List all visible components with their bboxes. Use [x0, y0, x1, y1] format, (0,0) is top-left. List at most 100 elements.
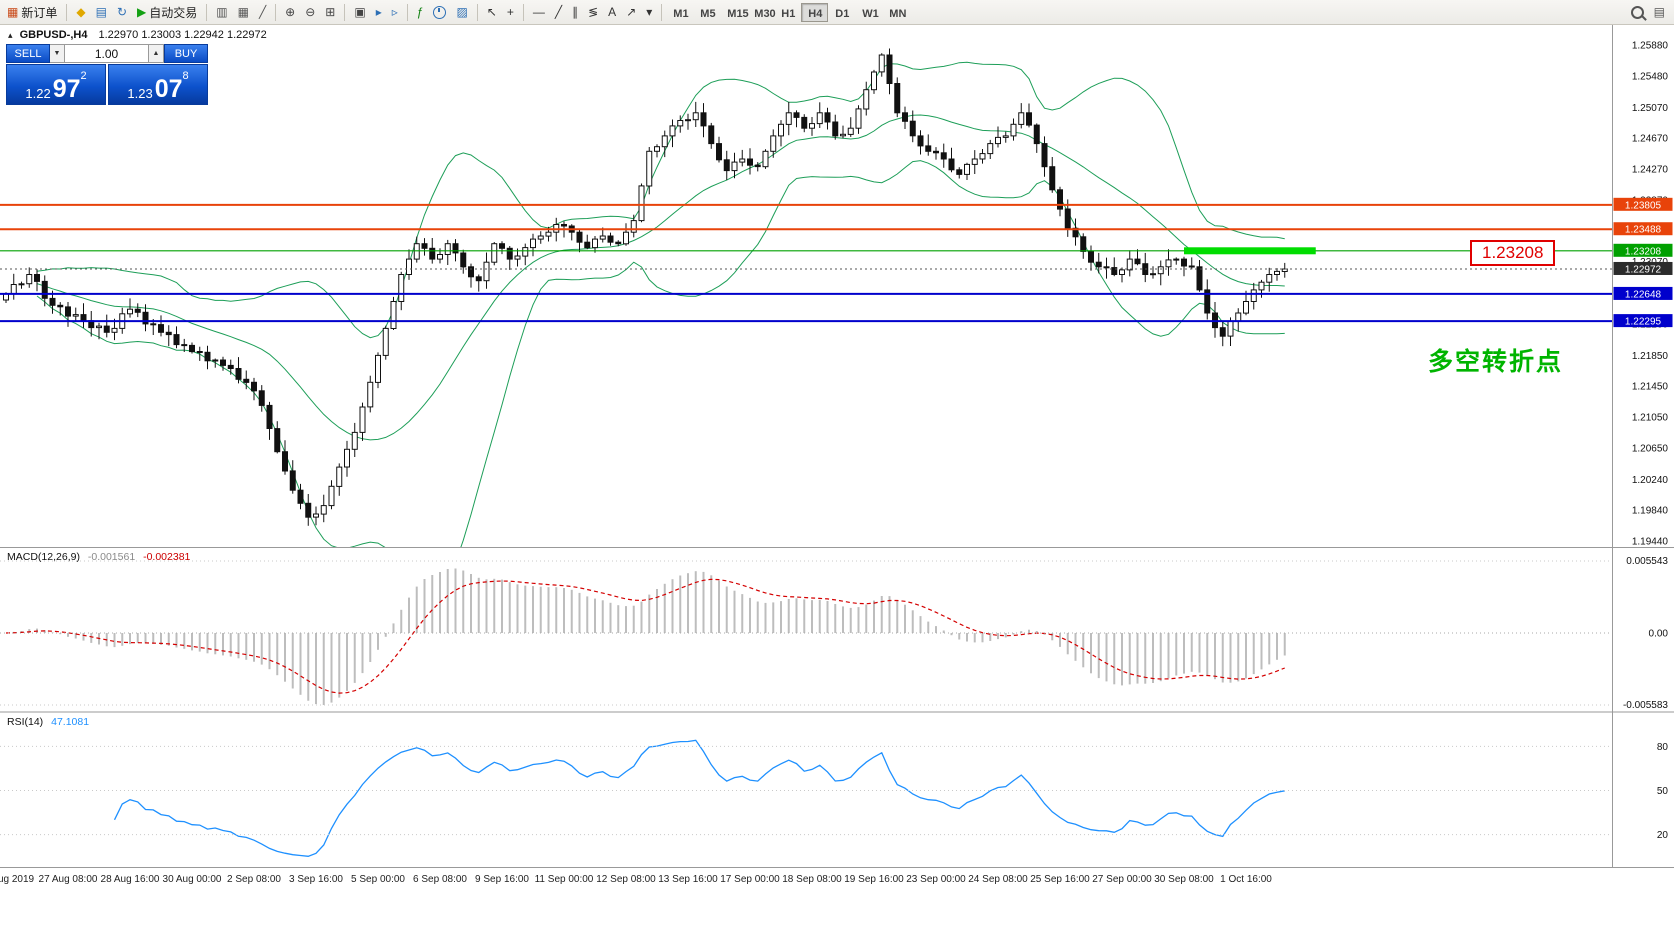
arrow-button[interactable]: ↗	[622, 2, 640, 22]
timeframe-mn-button[interactable]: MN	[882, 3, 909, 22]
svg-text:1.25070: 1.25070	[1632, 103, 1669, 114]
templates-icon: ▨	[456, 5, 468, 19]
toolbar-separator	[206, 3, 208, 21]
price-annotation-box[interactable]: 1.23208	[1470, 240, 1556, 266]
svg-text:27 Sep 00:00: 27 Sep 00:00	[1092, 874, 1152, 885]
svg-text:9 Sep 16:00: 9 Sep 16:00	[475, 874, 529, 885]
svg-text:25 Sep 16:00: 25 Sep 16:00	[1030, 874, 1090, 885]
toolbar-separator	[344, 3, 346, 21]
chart-title-line: ▴ GBPUSD-,H4 1.22970 1.23003 1.22942 1.2…	[8, 29, 267, 41]
svg-text:30 Sep 08:00: 30 Sep 08:00	[1154, 874, 1214, 885]
sell-price-main: 1.22	[25, 86, 51, 101]
market-watch-button[interactable]: ◆	[72, 2, 89, 22]
auto-trading-button[interactable]: ▶ 自动交易	[133, 2, 201, 22]
svg-text:0.00: 0.00	[1649, 629, 1669, 640]
svg-text:6 Sep 08:00: 6 Sep 08:00	[413, 874, 467, 885]
svg-text:1.25880: 1.25880	[1632, 41, 1669, 52]
timeframe-m1-button[interactable]: M1	[666, 3, 693, 22]
sell-price-big: 97	[52, 75, 81, 103]
timeframe-m30-button[interactable]: M30	[747, 3, 775, 22]
channel-button[interactable]: ∥	[568, 2, 582, 22]
auto-scroll-icon: ▸	[375, 5, 382, 19]
toolbar-left: ▦ 新订单 ◆ ▤ ↻ ▶ 自动交易 ▥ ▦ ╱ ⊕ ⊖ ⊞ ▣ ▸ ▹ ƒ ▨ ↖ + — ╱ ∥ ≶ A ↗ ▾ M1 M5 M15 M…	[0, 0, 909, 24]
data-window-button[interactable]: ▤	[92, 2, 111, 22]
toolbar-separator	[406, 3, 408, 21]
svg-text:1.20650: 1.20650	[1632, 443, 1669, 454]
shapes-button[interactable]: ▾	[642, 2, 656, 22]
chart-shift-button[interactable]: ▹	[388, 2, 402, 22]
volume-up-button[interactable]: ▲	[149, 44, 164, 63]
volume-down-button[interactable]: ▼	[50, 44, 65, 63]
svg-text:1.23488: 1.23488	[1625, 225, 1662, 236]
arrow-icon: ↗	[626, 5, 637, 19]
sell-price-button[interactable]: 1.22 97 2	[6, 64, 106, 105]
chart-line-button[interactable]: ╱	[255, 2, 270, 22]
indicators-button[interactable]: ƒ	[413, 2, 428, 22]
toolbar-separator	[522, 3, 524, 21]
zoom-out-icon: ⊖	[305, 5, 316, 19]
auto-trading-button-label: 自动交易	[149, 5, 198, 20]
symbol-label: GBPUSD-,H4	[19, 29, 88, 41]
svg-text:26 Aug 2019: 26 Aug 2019	[0, 874, 35, 885]
zoom-in-button[interactable]: ⊕	[281, 2, 299, 22]
svg-text:28 Aug 16:00: 28 Aug 16:00	[101, 874, 160, 885]
sell-tab[interactable]: SELL	[6, 44, 50, 63]
buy-tab[interactable]: BUY	[164, 44, 208, 63]
text-button[interactable]: A	[604, 2, 620, 22]
tile-windows-button[interactable]: ▣	[350, 2, 369, 22]
svg-text:1.24270: 1.24270	[1632, 165, 1669, 176]
new-order-button[interactable]: ▦ 新订单	[3, 2, 61, 22]
templates-button[interactable]: ▨	[452, 2, 471, 22]
timeframe-h4-button[interactable]: H4	[801, 2, 829, 22]
cursor-button[interactable]: ↖	[483, 2, 501, 22]
chart-bars-button[interactable]: ▥	[212, 2, 231, 22]
new-order-button-label: 新订单	[21, 5, 58, 20]
strategy-tester-button[interactable]: ↻	[113, 2, 131, 22]
periods-button[interactable]	[429, 2, 450, 22]
sell-price-sup: 2	[80, 70, 87, 82]
svg-text:1.20240: 1.20240	[1632, 475, 1669, 486]
timeframe-h1-button[interactable]: H1	[774, 3, 801, 22]
one-click-collapse-icon[interactable]: ▴	[8, 30, 13, 40]
timeframe-w1-button[interactable]: W1	[855, 3, 882, 22]
timeframe-m15-button[interactable]: M15	[720, 3, 748, 22]
chart-canvas[interactable]: 1.258801.254801.250701.246701.242701.238…	[0, 24, 1674, 949]
zoom-in-icon: ⊕	[285, 5, 296, 19]
timeframe-m5-button[interactable]: M5	[693, 3, 720, 22]
search-button[interactable]	[1627, 2, 1648, 22]
text-icon: A	[608, 5, 617, 19]
chart-shift-icon: ▹	[391, 5, 398, 19]
svg-text:1.21050: 1.21050	[1632, 413, 1669, 424]
macd-main-value: -0.001561	[87, 551, 136, 563]
buy-price-button[interactable]: 1.23 07 8	[108, 64, 208, 105]
indicators-icon: ƒ	[416, 5, 424, 19]
crosshair-button[interactable]: +	[503, 2, 518, 22]
cursor-icon: ↖	[486, 5, 497, 19]
auto-trading-icon: ▶	[137, 5, 147, 19]
shapes-icon: ▾	[646, 5, 653, 19]
chart-candles-button[interactable]: ▦	[234, 2, 253, 22]
svg-text:50: 50	[1657, 786, 1669, 797]
auto-scroll-button[interactable]: ▸	[372, 2, 386, 22]
grid-button[interactable]: ⊞	[321, 2, 339, 22]
toolbar-separator	[661, 3, 663, 21]
volume-input[interactable]: 1.00	[65, 44, 149, 63]
rsi-label: RSI(14) 47.1081	[7, 716, 89, 728]
svg-text:23 Sep 00:00: 23 Sep 00:00	[906, 874, 966, 885]
toolbar-right: ▤	[1626, 0, 1670, 24]
fibonacci-button[interactable]: ≶	[584, 2, 602, 22]
trend-line-button[interactable]: ╱	[551, 2, 566, 22]
quick-panel-icon: ▤	[1653, 5, 1665, 19]
quick-panel-button[interactable]: ▤	[1650, 2, 1669, 22]
svg-text:30 Aug 00:00: 30 Aug 00:00	[163, 874, 222, 885]
toolbar-separator	[66, 3, 68, 21]
zoom-out-button[interactable]: ⊖	[301, 2, 319, 22]
turning-point-annotation[interactable]: 多空转折点	[1428, 348, 1564, 376]
macd-label: MACD(12,26,9) -0.001561 -0.002381	[7, 551, 190, 563]
timeframe-d1-button[interactable]: D1	[828, 3, 855, 22]
svg-text:1.22972: 1.22972	[1625, 264, 1662, 275]
svg-text:-0.005583: -0.005583	[1623, 700, 1668, 711]
periods-icon	[433, 5, 447, 19]
horizontal-line-button[interactable]: —	[529, 2, 549, 22]
